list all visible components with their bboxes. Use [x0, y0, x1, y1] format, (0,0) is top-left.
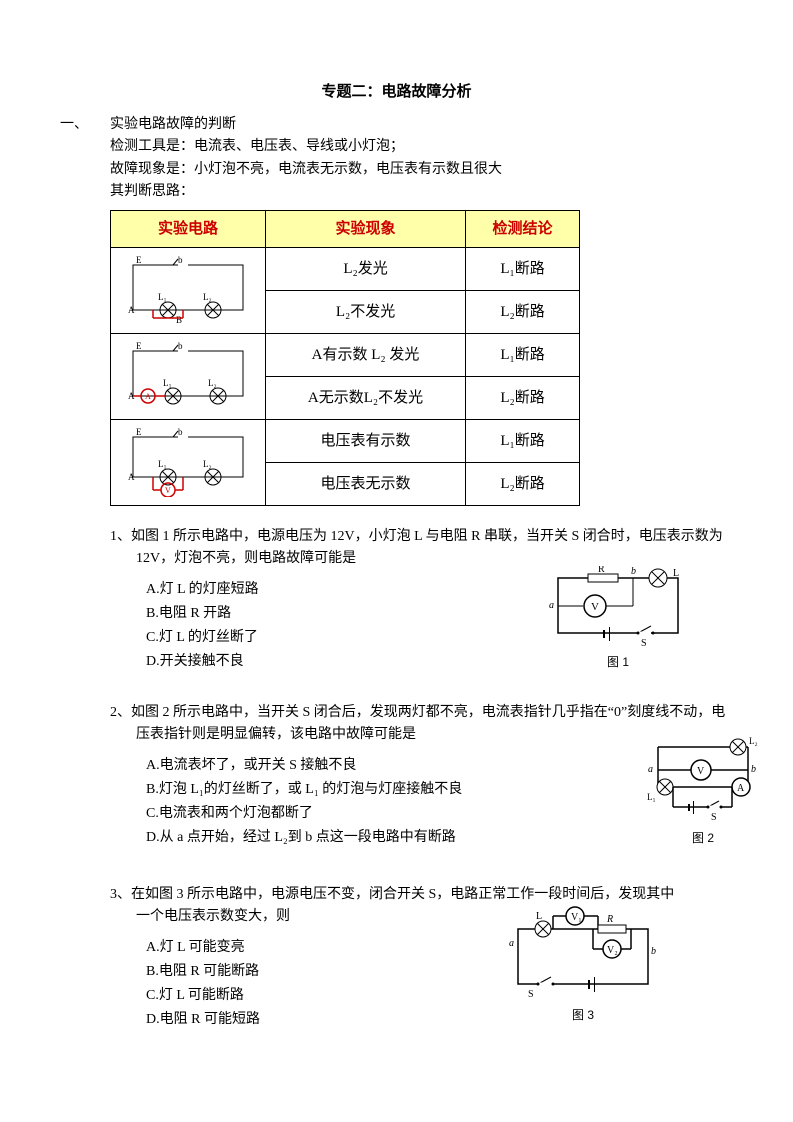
svg-text:S: S: [711, 812, 717, 823]
svg-text:V: V: [591, 601, 599, 613]
svg-text:V: V: [165, 486, 171, 495]
svg-text:L₁: L₁: [158, 292, 167, 302]
section-line: 故障现象是：小灯泡不亮，电流表无示数，电压表有示数且很大: [110, 159, 733, 181]
q3-num: 3、: [110, 887, 131, 902]
svg-text:V₂: V₂: [607, 945, 618, 956]
conc-cell: L₁断路: [466, 333, 580, 376]
q2-num: 2、: [110, 705, 131, 720]
q2-text: 如图 2 所示电路中，当开关 S 闭合后，发现两灯都不亮，电流表指针几乎指在“0…: [131, 705, 725, 742]
svg-text:V: V: [697, 766, 705, 777]
svg-text:V₁: V₁: [571, 912, 582, 923]
svg-text:A: A: [128, 305, 135, 315]
svg-text:b: b: [178, 255, 183, 265]
q1-text: 如图 1 所示电路中，电源电压为 12V，小灯泡 L 与电阻 R 串联，当开关 …: [131, 529, 723, 566]
svg-text:A: A: [737, 783, 745, 794]
fig3-label: 图 3: [503, 1006, 663, 1025]
section-line: 检测工具是：电流表、电压表、导线或小灯泡；: [110, 136, 733, 158]
svg-text:E: E: [136, 255, 142, 265]
svg-text:a: a: [509, 938, 514, 949]
conc-cell: L₁断路: [466, 247, 580, 290]
svg-text:L₂: L₂: [203, 459, 212, 469]
svg-text:L₂: L₂: [203, 292, 212, 302]
phen-cell: A有示数 L₂ 发光: [266, 333, 466, 376]
circuit-cell-2: E b L₁ L₂ A A: [111, 333, 266, 419]
th-conclusion: 检测结论: [466, 210, 580, 247]
phen-cell: 电压表有示数: [266, 419, 466, 462]
svg-text:L: L: [673, 568, 679, 579]
svg-text:L₁: L₁: [158, 459, 167, 469]
svg-text:L₂: L₂: [749, 736, 758, 746]
svg-text:L₂: L₂: [208, 378, 217, 388]
figure-2: L₂ a b V L₁ A S: [643, 732, 763, 848]
svg-text:S: S: [641, 638, 647, 649]
section-line: 其判断思路：: [110, 181, 733, 203]
section-1: 一、 实验电路故障的判断 检测工具是：电流表、电压表、导线或小灯泡； 故障现象是…: [60, 114, 733, 204]
phen-cell: 电压表无示数: [266, 462, 466, 505]
page-title: 专题二：电路故障分析: [60, 80, 733, 104]
svg-text:b: b: [751, 764, 756, 775]
svg-text:L: L: [536, 911, 542, 922]
q1-stem: 1、如图 1 所示电路中，电源电压为 12V，小灯泡 L 与电阻 R 串联，当开…: [110, 526, 733, 571]
circuit-diagram-2: E b L₁ L₂ A A: [118, 341, 258, 411]
svg-text:b: b: [178, 427, 183, 437]
analysis-table: 实验电路 实验现象 检测结论 E b L₁ L₂ A B: [110, 210, 580, 506]
svg-text:b: b: [631, 566, 636, 577]
svg-text:A: A: [128, 472, 135, 482]
phen-cell: A无示数L₂不发光: [266, 376, 466, 419]
q2-stem: 2、如图 2 所示电路中，当开关 S 闭合后，发现两灯都不亮，电流表指针几乎指在…: [110, 702, 733, 747]
svg-text:E: E: [136, 427, 142, 437]
svg-text:a: a: [549, 600, 554, 611]
circuit-diagram-1: E b L₁ L₂ A B: [118, 255, 258, 325]
circuit-cell-1: E b L₁ L₂ A B: [111, 247, 266, 333]
th-phenomenon: 实验现象: [266, 210, 466, 247]
question-1: 1、如图 1 所示电路中，电源电压为 12V，小灯泡 L 与电阻 R 串联，当开…: [110, 526, 733, 674]
conc-cell: L₂断路: [466, 290, 580, 333]
section-number: 一、: [60, 114, 110, 204]
svg-text:S: S: [528, 989, 534, 1000]
phen-cell: L₂发光: [266, 247, 466, 290]
svg-text:b: b: [651, 946, 656, 957]
question-3: 3、在如图 3 所示电路中，电源电压不变，闭合开关 S，电路正常工作一段时间后，…: [110, 884, 733, 1032]
th-circuit: 实验电路: [111, 210, 266, 247]
svg-text:L₁: L₁: [647, 792, 656, 802]
svg-text:E: E: [136, 341, 142, 351]
question-2: 2、如图 2 所示电路中，当开关 S 闭合后，发现两灯都不亮，电流表指针几乎指在…: [110, 702, 733, 850]
conc-cell: L₁断路: [466, 419, 580, 462]
conc-cell: L₂断路: [466, 376, 580, 419]
conc-cell: L₂断路: [466, 462, 580, 505]
svg-text:b: b: [178, 341, 183, 351]
fig1-label: 图 1: [543, 653, 693, 672]
svg-text:R: R: [598, 566, 605, 575]
svg-text:R: R: [606, 914, 613, 925]
svg-text:a: a: [648, 764, 653, 775]
section-heading: 实验电路故障的判断: [110, 114, 733, 136]
figure-3: V₁ a L R b V₂ S: [503, 904, 663, 1025]
q1-num: 1、: [110, 529, 131, 544]
svg-text:L₁: L₁: [163, 378, 172, 388]
svg-text:A: A: [145, 392, 151, 401]
fig2-label: 图 2: [643, 829, 763, 848]
svg-text:B: B: [176, 315, 182, 325]
figure-1: R b L a V S 图 1: [543, 566, 693, 672]
phen-cell: L₂不发光: [266, 290, 466, 333]
circuit-cell-3: E b L₁ L₂ A V: [111, 419, 266, 505]
circuit-diagram-3: E b L₁ L₂ A V: [118, 427, 258, 497]
